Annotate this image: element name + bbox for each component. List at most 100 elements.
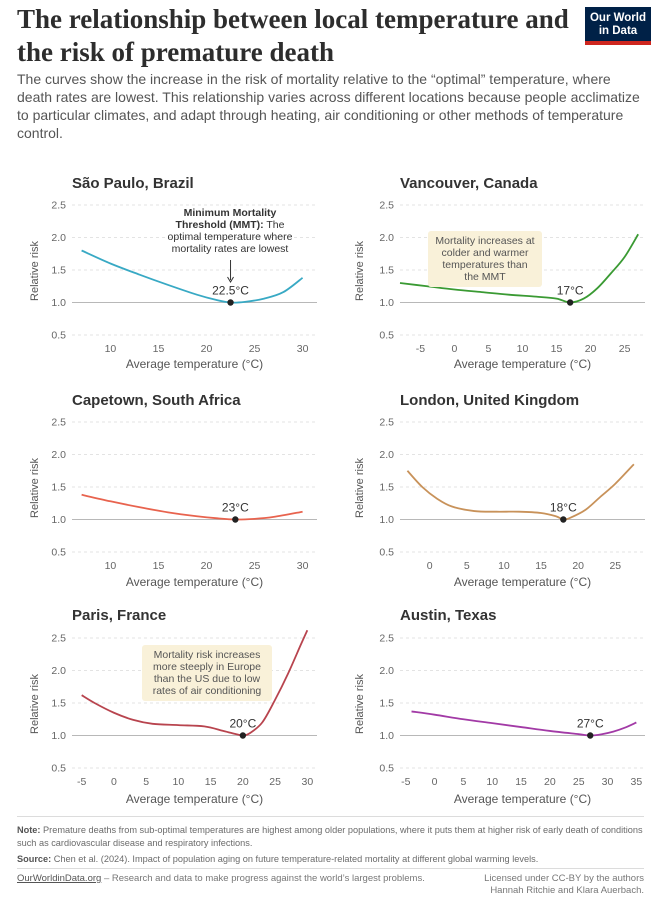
mmt-arrowhead	[227, 276, 234, 283]
mmt-point	[566, 299, 574, 306]
page-title: The relationship between local temperatu…	[17, 4, 569, 67]
y-tick-label: 1.5	[379, 265, 394, 277]
x-tick-label: 25	[269, 776, 281, 788]
mmt-label: 22.5°C	[212, 284, 249, 298]
x-tick-label: 20	[201, 560, 213, 572]
x-axis-label-london: Average temperature (°C)	[453, 575, 592, 589]
mmt-label: 23°C	[222, 501, 249, 515]
panel-title-capetown: Capetown, South Africa	[72, 392, 241, 409]
panel-title-austin: Austin, Texas	[400, 607, 497, 624]
footer-site-link[interactable]: OurWorldinData.org	[17, 873, 102, 884]
note-body: Premature deaths from sub-optimal temper…	[17, 825, 643, 848]
y-tick-label: 2.0	[379, 449, 394, 461]
footer-tagline: – Research and data to make progress aga…	[103, 873, 425, 884]
x-tick-label: 30	[301, 776, 313, 788]
series-line	[411, 710, 637, 737]
y-tick-label: 0.5	[379, 763, 394, 775]
series-line	[81, 249, 304, 304]
mmt-label: 20°C	[229, 717, 256, 731]
x-tick-label: 15	[153, 343, 165, 355]
y-tick-label: 1.0	[379, 730, 394, 742]
x-tick-label: 0	[452, 343, 458, 355]
y-tick-label: 2.5	[379, 633, 394, 645]
y-tick-label: 2.5	[379, 417, 394, 429]
series-line	[81, 629, 309, 737]
x-tick-label: 10	[498, 560, 510, 572]
y-tick-label: 2.0	[379, 665, 394, 677]
y-tick-label: 1.0	[379, 514, 394, 526]
source-label: Source:	[17, 854, 52, 864]
y-tick-label: 2.0	[51, 232, 66, 244]
y-tick-label: 1.5	[379, 698, 394, 710]
x-tick-label: 10	[486, 776, 498, 788]
x-tick-label: 5	[486, 343, 492, 355]
panel-title-london: London, United Kingdom	[400, 392, 580, 409]
note-label: Note:	[17, 825, 41, 835]
x-tick-label: 20	[572, 560, 584, 572]
panel-title-paris: Paris, France	[72, 607, 167, 624]
y-tick-label: 2.5	[51, 200, 66, 212]
series-line	[406, 463, 635, 521]
x-axis-label-capetown: Average temperature (°C)	[125, 575, 264, 589]
mmt-annotation: Minimum Mortality Threshold (MMT): The o…	[160, 207, 300, 255]
x-tick-label: 20	[237, 776, 249, 788]
x-tick-label: 5	[460, 776, 466, 788]
x-axis-label-vancouver: Average temperature (°C)	[453, 357, 592, 371]
mmt-annotation-text: The optimal temperature where mortality …	[167, 219, 293, 255]
x-tick-label: 25	[619, 343, 631, 355]
y-tick-label: 2.0	[51, 665, 66, 677]
x-tick-label: 20	[544, 776, 556, 788]
y-axis-label-vancouver: Relative risk	[354, 241, 366, 301]
y-tick-label: 1.0	[379, 297, 394, 309]
source-body: Chen et al. (2024). Impact of population…	[53, 854, 539, 864]
y-tick-label: 2.5	[51, 633, 66, 645]
x-tick-label: 25	[609, 560, 621, 572]
footer-left: OurWorldinData.org – Research and data t…	[17, 873, 425, 885]
x-axis-label-austin: Average temperature (°C)	[453, 792, 592, 806]
x-tick-label: 5	[464, 560, 470, 572]
y-tick-label: 0.5	[51, 330, 66, 342]
y-tick-label: 0.5	[379, 547, 394, 559]
x-tick-label: 25	[573, 776, 585, 788]
y-axis-label-austin: Relative risk	[354, 674, 366, 734]
y-tick-label: 1.5	[51, 698, 66, 710]
x-tick-label: 15	[205, 776, 217, 788]
owid-logo[interactable]: Our World in Data	[585, 7, 651, 45]
x-tick-label: 30	[297, 343, 309, 355]
note-text: Note: Premature deaths from sub-optimal …	[17, 824, 647, 849]
x-tick-label: 20	[201, 343, 213, 355]
chart-sao-paulo: 0.5 1.0 1.5 2.0 2.5 10 15 20 25 30 22.5°C	[51, 200, 317, 355]
divider-footer	[17, 868, 644, 869]
footer-right: Licensed under CC-BY by the authors Hann…	[484, 873, 644, 897]
y-tick-label: 1.5	[51, 265, 66, 277]
mmt-label: 27°C	[577, 717, 604, 731]
x-tick-label: 0	[111, 776, 117, 788]
y-axis-label-sao-paulo: Relative risk	[29, 241, 41, 301]
series-line	[399, 233, 639, 304]
x-tick-label: 20	[585, 343, 597, 355]
source-text: Source: Chen et al. (2024). Impact of po…	[17, 853, 647, 866]
panel-title-sao-paulo: São Paulo, Brazil	[72, 175, 194, 192]
vancouver-callout: Mortality increases at colder and warmer…	[428, 231, 542, 287]
chart-capetown: 0.5 1.0 1.5 2.0 2.5 10 15 20 25 30 23°C	[51, 417, 317, 572]
y-tick-label: 2.0	[379, 232, 394, 244]
mmt-point	[227, 299, 234, 306]
chart-vancouver: 0.5 1.0 1.5 2.0 2.5 -5 0 5 10 15 20 25 17°C	[379, 200, 645, 355]
x-tick-label: 5	[143, 776, 149, 788]
y-tick-label: 0.5	[379, 330, 394, 342]
x-tick-label: -5	[77, 776, 86, 788]
y-tick-label: 1.0	[51, 297, 66, 309]
mmt-label: 18°C	[550, 501, 577, 515]
chart-london: 0.5 1.0 1.5 2.0 2.5 0 5 10 15 20 25 18°C	[379, 417, 645, 572]
series-line	[81, 493, 303, 521]
x-tick-label: 10	[517, 343, 529, 355]
x-tick-label: -5	[416, 343, 425, 355]
y-tick-label: 1.5	[51, 482, 66, 494]
y-tick-label: 0.5	[51, 547, 66, 559]
x-tick-label: 15	[535, 560, 547, 572]
footer-license: Licensed under CC-BY by the authors	[484, 873, 644, 884]
x-tick-label: 30	[602, 776, 614, 788]
x-tick-label: 35	[631, 776, 643, 788]
mmt-label: 17°C	[557, 284, 584, 298]
y-tick-label: 2.5	[379, 200, 394, 212]
